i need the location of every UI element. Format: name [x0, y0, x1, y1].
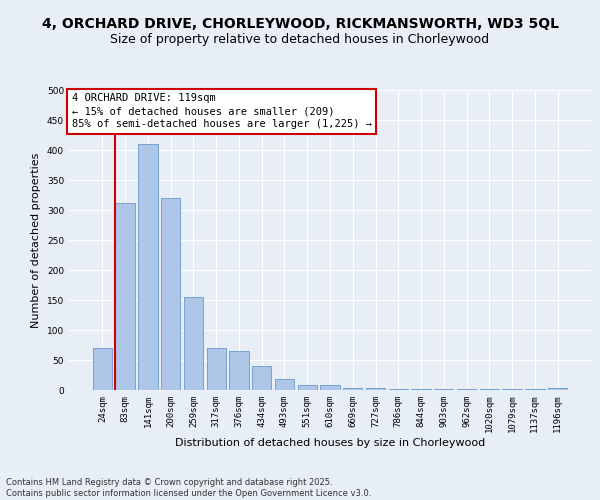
Bar: [298, 385, 317, 390]
Bar: [366, 388, 385, 390]
Bar: [229, 351, 248, 390]
Bar: [252, 366, 271, 390]
Y-axis label: Number of detached properties: Number of detached properties: [31, 152, 41, 328]
Bar: [548, 388, 567, 390]
Bar: [320, 385, 340, 390]
Bar: [161, 198, 181, 390]
Bar: [275, 379, 294, 390]
Text: 4, ORCHARD DRIVE, CHORLEYWOOD, RICKMANSWORTH, WD3 5QL: 4, ORCHARD DRIVE, CHORLEYWOOD, RICKMANSW…: [41, 18, 559, 32]
Bar: [93, 348, 112, 390]
Bar: [138, 144, 158, 390]
Bar: [184, 297, 203, 390]
Bar: [389, 389, 408, 390]
Bar: [343, 388, 362, 390]
Bar: [206, 348, 226, 390]
Bar: [115, 203, 135, 390]
Text: 4 ORCHARD DRIVE: 119sqm
← 15% of detached houses are smaller (209)
85% of semi-d: 4 ORCHARD DRIVE: 119sqm ← 15% of detache…: [71, 93, 371, 130]
Text: Size of property relative to detached houses in Chorleywood: Size of property relative to detached ho…: [110, 32, 490, 46]
Bar: [412, 389, 431, 390]
Text: Contains HM Land Registry data © Crown copyright and database right 2025.
Contai: Contains HM Land Registry data © Crown c…: [6, 478, 371, 498]
X-axis label: Distribution of detached houses by size in Chorleywood: Distribution of detached houses by size …: [175, 438, 485, 448]
